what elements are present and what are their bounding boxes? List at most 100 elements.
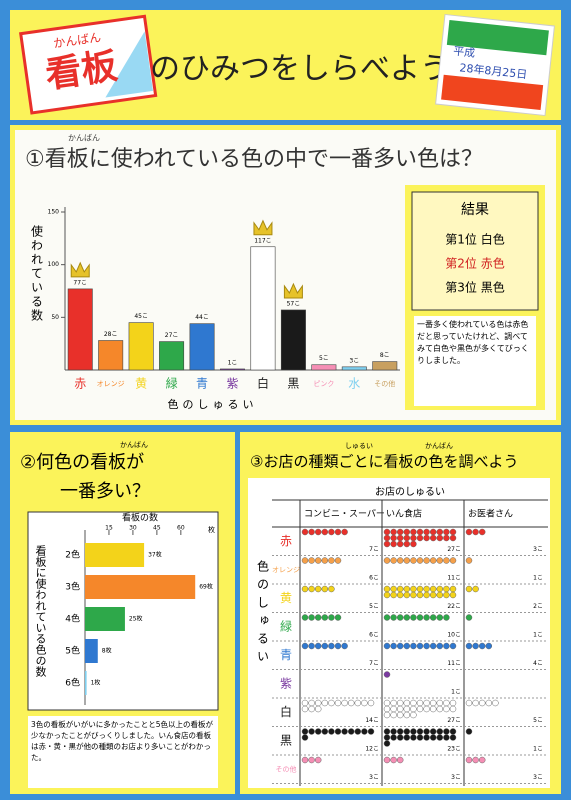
dot	[383, 591, 391, 599]
dot	[449, 591, 457, 599]
dot	[416, 734, 424, 741]
dot	[396, 585, 404, 593]
dot	[328, 614, 335, 621]
dot	[328, 585, 335, 593]
dot	[396, 642, 404, 650]
bar	[98, 340, 124, 371]
dot	[301, 756, 309, 764]
dot	[410, 557, 417, 564]
row-label: 黒	[280, 733, 292, 747]
dot	[423, 705, 430, 713]
dot	[449, 699, 457, 707]
cell-label: 1こ	[533, 746, 543, 753]
dot	[301, 699, 309, 707]
dot	[472, 699, 479, 707]
x-tick-label: その他	[374, 379, 395, 388]
dot	[416, 528, 424, 536]
dot	[390, 642, 397, 650]
crown	[253, 219, 273, 236]
dot	[390, 557, 397, 564]
result-row: 第1位 白色	[445, 232, 504, 247]
dot	[308, 557, 315, 564]
dot	[436, 728, 444, 735]
dot	[449, 528, 457, 536]
x-axis-label: 色のしゅるい	[168, 397, 258, 411]
bar	[372, 361, 398, 371]
dot-group	[465, 642, 493, 650]
x-tick-label: 60	[177, 525, 185, 532]
value-label: 8こ	[380, 352, 390, 359]
y-tick-label: 150	[48, 209, 60, 216]
dot	[314, 557, 322, 564]
dot	[436, 699, 444, 707]
dot	[390, 585, 397, 593]
dot	[443, 642, 450, 650]
dot	[396, 591, 404, 599]
dot	[361, 699, 368, 707]
dot-group	[301, 642, 348, 650]
section1-title: ①看板に使われている色の中で一番多い色は？	[25, 147, 483, 172]
dot	[410, 528, 417, 536]
dot	[390, 614, 397, 621]
dot	[334, 557, 342, 564]
dot	[396, 699, 404, 707]
value-label: 69枚	[199, 583, 213, 591]
cell-label: 11こ	[447, 660, 461, 667]
bar	[67, 288, 93, 371]
dot	[308, 699, 315, 707]
dot	[429, 705, 437, 713]
x-tick-label: 緑	[166, 376, 178, 391]
value-label: 37枚	[148, 551, 162, 559]
cell-label: 5こ	[369, 603, 379, 610]
dot	[341, 699, 348, 707]
dot	[314, 756, 322, 764]
dot	[443, 557, 450, 564]
dot	[436, 528, 444, 536]
section3-ruby: かんばん	[425, 441, 453, 450]
row-label: 青	[280, 648, 292, 662]
value-label: 1こ	[228, 359, 238, 366]
dot	[383, 734, 391, 741]
column-label: お医者さん	[468, 509, 513, 520]
dot	[396, 540, 404, 548]
dot	[328, 699, 335, 707]
dot	[347, 699, 355, 707]
dot	[396, 728, 404, 735]
dot	[314, 614, 322, 621]
dot	[449, 557, 457, 564]
x-tick-label: 紫	[226, 377, 238, 391]
dot	[383, 614, 391, 621]
dot	[410, 728, 417, 735]
dot	[485, 642, 493, 650]
dot	[390, 540, 397, 548]
dot	[403, 705, 411, 713]
dot	[390, 728, 397, 735]
cell-label: 22こ	[447, 603, 461, 610]
dot	[341, 642, 348, 650]
dot-group	[383, 728, 457, 747]
value-label: 5こ	[319, 355, 329, 362]
cell-label: 12こ	[365, 746, 379, 753]
dot	[301, 642, 309, 650]
cell-label: 10こ	[447, 632, 461, 639]
dot	[423, 642, 430, 650]
x-unit: 枚	[208, 525, 215, 534]
cell-label: 5こ	[533, 717, 543, 724]
dot	[429, 699, 437, 707]
dot	[465, 699, 473, 707]
dot	[314, 585, 322, 593]
dot-group	[383, 756, 404, 764]
dot	[416, 705, 424, 713]
dot	[334, 614, 342, 621]
dot	[416, 728, 424, 735]
dot	[341, 528, 348, 536]
value-label: 77こ	[73, 279, 87, 286]
dot	[314, 705, 322, 713]
dot-group	[301, 756, 322, 764]
results-note-box: 一番多く使われている色は赤色だと思っていたけれど、調べてみて白色や黒色が多くてび…	[414, 316, 536, 406]
row-axis-label: 色のしゅるい	[256, 560, 270, 668]
dot	[321, 699, 329, 707]
dot-group	[383, 614, 450, 621]
dot	[472, 585, 479, 593]
dot	[436, 534, 444, 542]
